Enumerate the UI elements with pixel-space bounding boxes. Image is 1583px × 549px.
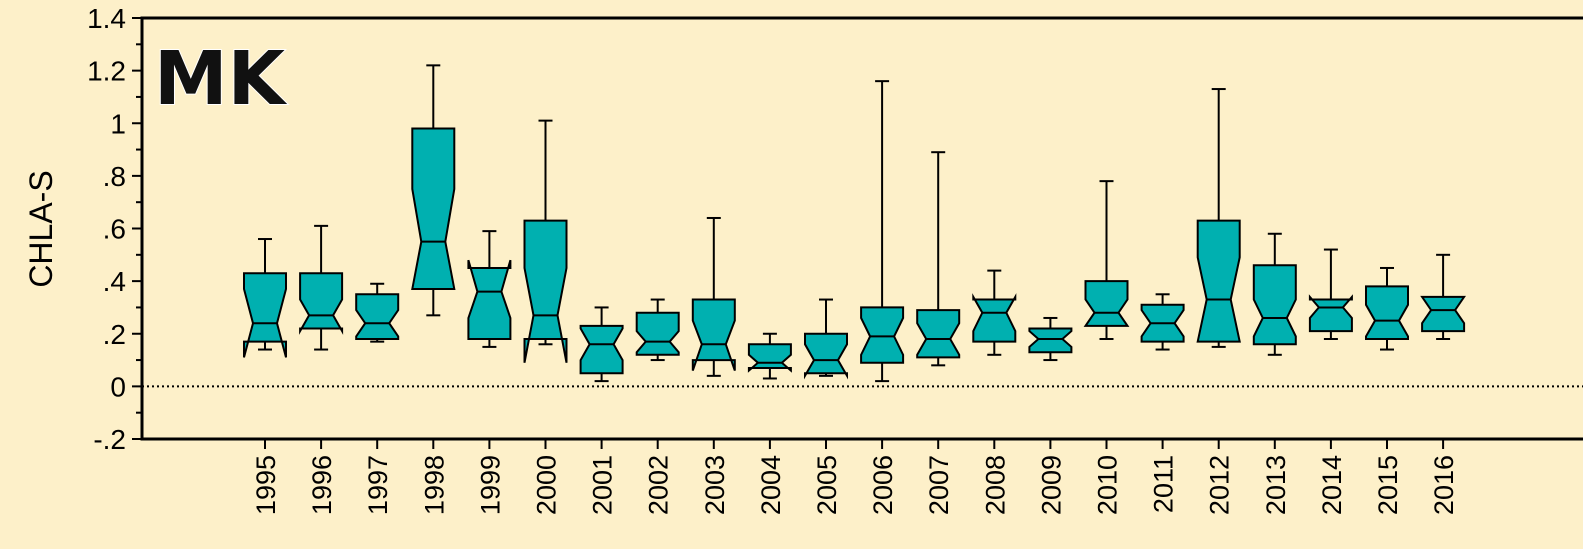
box-body [973,297,1015,342]
y-tick-label: .8 [103,161,126,192]
box-body [1366,286,1408,339]
boxes-layer [244,65,1464,381]
box-body [1029,329,1071,353]
x-ticks-layer: 1995 1996 1997 1998 1999 2000 2001 2002 2003 2004… [251,439,1459,515]
box-body [1198,221,1240,342]
box-body [805,334,847,376]
box-2011 [1142,294,1184,349]
y-tick-label: 0 [110,371,126,402]
x-tick-label: 2014 [1317,455,1347,515]
box-1997 [356,284,398,342]
box-1998 [412,65,454,315]
box-2009 [1029,318,1071,360]
y-tick-label: 1.2 [87,56,126,87]
x-tick-label: 2000 [532,455,562,515]
box-body [1254,265,1296,344]
box-2002 [637,300,679,361]
y-axis-label: CHLA-S [23,170,59,287]
y-tick-label: .2 [103,319,126,350]
box-1995 [244,239,286,357]
box-body [637,313,679,355]
box-body [693,300,735,371]
x-tick-label: 1996 [307,455,337,515]
x-tick-label: 2003 [700,455,730,515]
y-tick-label: .4 [103,266,126,297]
x-tick-label: 1999 [475,455,505,515]
box-1999 [468,231,510,347]
box-body [861,307,903,362]
box-2016 [1422,255,1464,339]
box-2001 [581,307,623,381]
box-1996 [300,226,342,350]
y-tick-label: -.2 [93,424,126,455]
box-body [917,310,959,357]
box-body [412,129,454,290]
y-tick-label: .6 [103,214,126,245]
box-2010 [1086,181,1128,339]
box-body [356,294,398,339]
y-tick-label: 1 [110,108,126,139]
x-tick-label: 2011 [1149,455,1179,513]
box-2007 [917,152,959,365]
box-body [1422,297,1464,331]
x-tick-label: 2013 [1261,455,1291,515]
box-body [1086,281,1128,326]
box-2006 [861,81,903,381]
x-tick-label: 2008 [980,455,1010,515]
x-tick-label: 1995 [251,455,281,515]
x-tick-label: 2016 [1429,455,1459,515]
box-2014 [1310,250,1352,339]
box-2005 [805,300,847,376]
box-body [300,273,342,331]
box-body [749,344,791,370]
x-tick-label: 2015 [1373,455,1403,515]
x-tick-label: 2006 [868,455,898,515]
box-2004 [749,334,791,379]
box-body [468,260,510,339]
axes-layer [141,18,1583,439]
box-2008 [973,271,1015,355]
box-2003 [693,218,735,376]
x-tick-label: 2001 [588,455,618,515]
box-2015 [1366,268,1408,350]
x-tick-label: 2010 [1093,455,1123,515]
box-body [1310,297,1352,331]
panel-label: MK [154,36,288,122]
x-tick-label: 2002 [644,455,674,515]
x-tick-label: 2005 [812,455,842,515]
box-2000 [525,121,567,363]
box-2012 [1198,89,1240,347]
x-tick-label: 2004 [756,455,786,515]
x-tick-label: 1998 [419,455,449,515]
y-ticks-layer: 1.4 1.2 1 .8 .6 .4 .2 0 -.2 [87,3,142,455]
box-2013 [1254,234,1296,355]
box-body [581,326,623,373]
x-tick-label: 2009 [1036,455,1066,515]
x-tick-label: 2007 [924,455,954,515]
x-tick-label: 2012 [1205,455,1235,515]
y-tick-label: 1.4 [87,3,126,34]
x-tick-label: 1997 [363,455,393,515]
